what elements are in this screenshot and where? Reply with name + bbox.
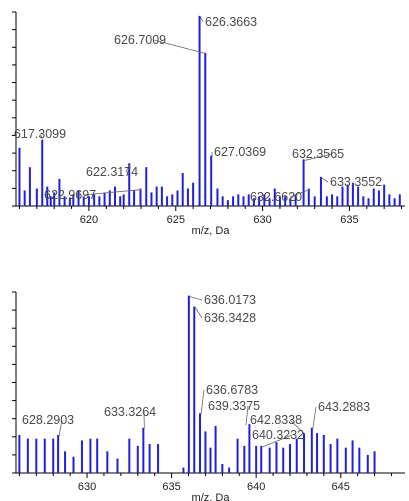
label-leader <box>189 296 203 301</box>
peak-label: 640.3232 <box>252 428 304 442</box>
x-tick-label: 620 <box>80 214 98 226</box>
peak-label: 626.7009 <box>114 33 166 47</box>
spectrum-panel-bottom: 630 635 640 645 m/z, Da 628.2903 633.3264 636.0… <box>12 291 405 501</box>
peak-label: 633.3552 <box>330 175 382 189</box>
peak-label: 622.3174 <box>86 165 138 179</box>
x-tick-label: 640 <box>247 481 265 493</box>
label-leader <box>262 434 293 448</box>
x-tick-label: 635 <box>162 481 180 493</box>
peak-label: 628.2903 <box>22 413 74 427</box>
peak-label: 636.0173 <box>204 293 256 307</box>
peak-label: 643.2883 <box>318 400 370 414</box>
peak-label: 636.3428 <box>204 311 256 325</box>
peak-label: 617.3099 <box>14 127 66 141</box>
peak-label: 632.3565 <box>292 147 344 161</box>
label-leader <box>83 189 142 196</box>
label-leader <box>289 189 310 198</box>
label-leader <box>289 419 306 435</box>
peak-label: 632.6620 <box>250 190 302 204</box>
label-leader <box>312 406 317 429</box>
label-leader <box>321 177 329 183</box>
peak-label: 636.6783 <box>206 383 258 397</box>
x-axis-label: m/z, Da <box>192 492 231 501</box>
label-leader <box>200 389 205 415</box>
x-tick-label: 630 <box>253 214 271 226</box>
peak-label: 639.3375 <box>208 399 260 413</box>
peak-label: 626.3663 <box>205 15 257 29</box>
x-tick-label: 645 <box>332 481 350 493</box>
label-leader <box>58 419 63 437</box>
x-tick-label: 630 <box>78 481 96 493</box>
label-leader <box>245 405 249 426</box>
peak-label: 622.9697 <box>44 188 96 202</box>
spectrum-panel-top: 620 625 630 635 m/z, Da 617.3099 622.3174 622.9… <box>12 11 405 237</box>
label-leader <box>200 16 204 23</box>
label-leader <box>39 133 44 142</box>
x-axis-label: m/z, Da <box>192 225 231 237</box>
label-leader <box>125 164 131 173</box>
label-leader <box>304 153 333 161</box>
peak-label: 633.3264 <box>104 405 156 419</box>
label-leader <box>194 307 203 319</box>
peak-label: 642.8338 <box>250 413 302 427</box>
label-leader <box>153 39 207 55</box>
peak-label: 627.0369 <box>214 145 266 159</box>
x-tick-label: 625 <box>167 214 185 226</box>
x-tick-label: 635 <box>340 214 358 226</box>
